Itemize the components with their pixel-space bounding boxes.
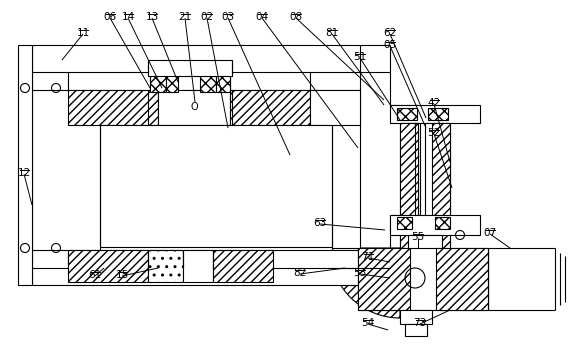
Bar bbox=[68, 250, 148, 282]
Text: 02: 02 bbox=[200, 12, 214, 22]
Text: 73: 73 bbox=[413, 318, 426, 328]
Bar bbox=[32, 45, 360, 285]
Bar bbox=[230, 90, 310, 125]
Text: 54: 54 bbox=[362, 318, 375, 328]
Text: 71: 71 bbox=[362, 252, 375, 262]
Text: 52: 52 bbox=[428, 128, 441, 138]
Text: 82: 82 bbox=[293, 268, 307, 278]
Bar bbox=[216, 74, 230, 92]
Text: 63: 63 bbox=[313, 218, 327, 228]
Text: 12: 12 bbox=[17, 168, 30, 178]
Bar bbox=[435, 217, 450, 229]
Text: 21: 21 bbox=[179, 12, 192, 22]
Bar bbox=[400, 310, 432, 324]
Wedge shape bbox=[330, 248, 400, 318]
Text: 81: 81 bbox=[325, 28, 339, 38]
Text: 04: 04 bbox=[255, 12, 269, 22]
Bar bbox=[400, 123, 450, 253]
Text: 05: 05 bbox=[383, 40, 397, 50]
Bar bbox=[18, 45, 32, 285]
Bar bbox=[405, 324, 427, 336]
Bar bbox=[183, 250, 213, 282]
Text: 51: 51 bbox=[354, 52, 367, 62]
Text: 13: 13 bbox=[145, 12, 158, 22]
Bar bbox=[166, 74, 178, 92]
Bar bbox=[436, 248, 488, 310]
Bar bbox=[428, 108, 448, 120]
Bar bbox=[148, 250, 183, 282]
Bar bbox=[200, 74, 216, 92]
Bar bbox=[148, 60, 232, 76]
Text: 03: 03 bbox=[222, 12, 235, 22]
Bar bbox=[158, 90, 230, 125]
Text: 62: 62 bbox=[383, 28, 397, 38]
Text: 61: 61 bbox=[88, 270, 102, 280]
Bar bbox=[100, 125, 332, 247]
Text: O: O bbox=[190, 102, 198, 112]
Text: 14: 14 bbox=[121, 12, 135, 22]
Bar bbox=[358, 248, 410, 310]
Bar bbox=[310, 90, 360, 125]
Text: 53: 53 bbox=[354, 268, 367, 278]
Bar bbox=[400, 123, 418, 253]
Bar bbox=[432, 123, 450, 253]
Bar bbox=[213, 250, 273, 282]
Bar bbox=[358, 248, 488, 310]
Bar bbox=[390, 105, 480, 123]
Text: 42: 42 bbox=[428, 98, 441, 108]
Bar bbox=[408, 235, 442, 253]
Bar bbox=[68, 90, 158, 125]
Bar bbox=[390, 215, 480, 235]
Text: 55: 55 bbox=[412, 232, 425, 242]
Text: 11: 11 bbox=[76, 28, 90, 38]
Bar bbox=[397, 217, 412, 229]
Text: 15: 15 bbox=[115, 270, 129, 280]
Text: 06: 06 bbox=[103, 12, 117, 22]
Bar bbox=[397, 108, 417, 120]
Text: 07: 07 bbox=[483, 228, 497, 238]
Text: 08: 08 bbox=[289, 12, 302, 22]
Bar bbox=[150, 74, 166, 92]
